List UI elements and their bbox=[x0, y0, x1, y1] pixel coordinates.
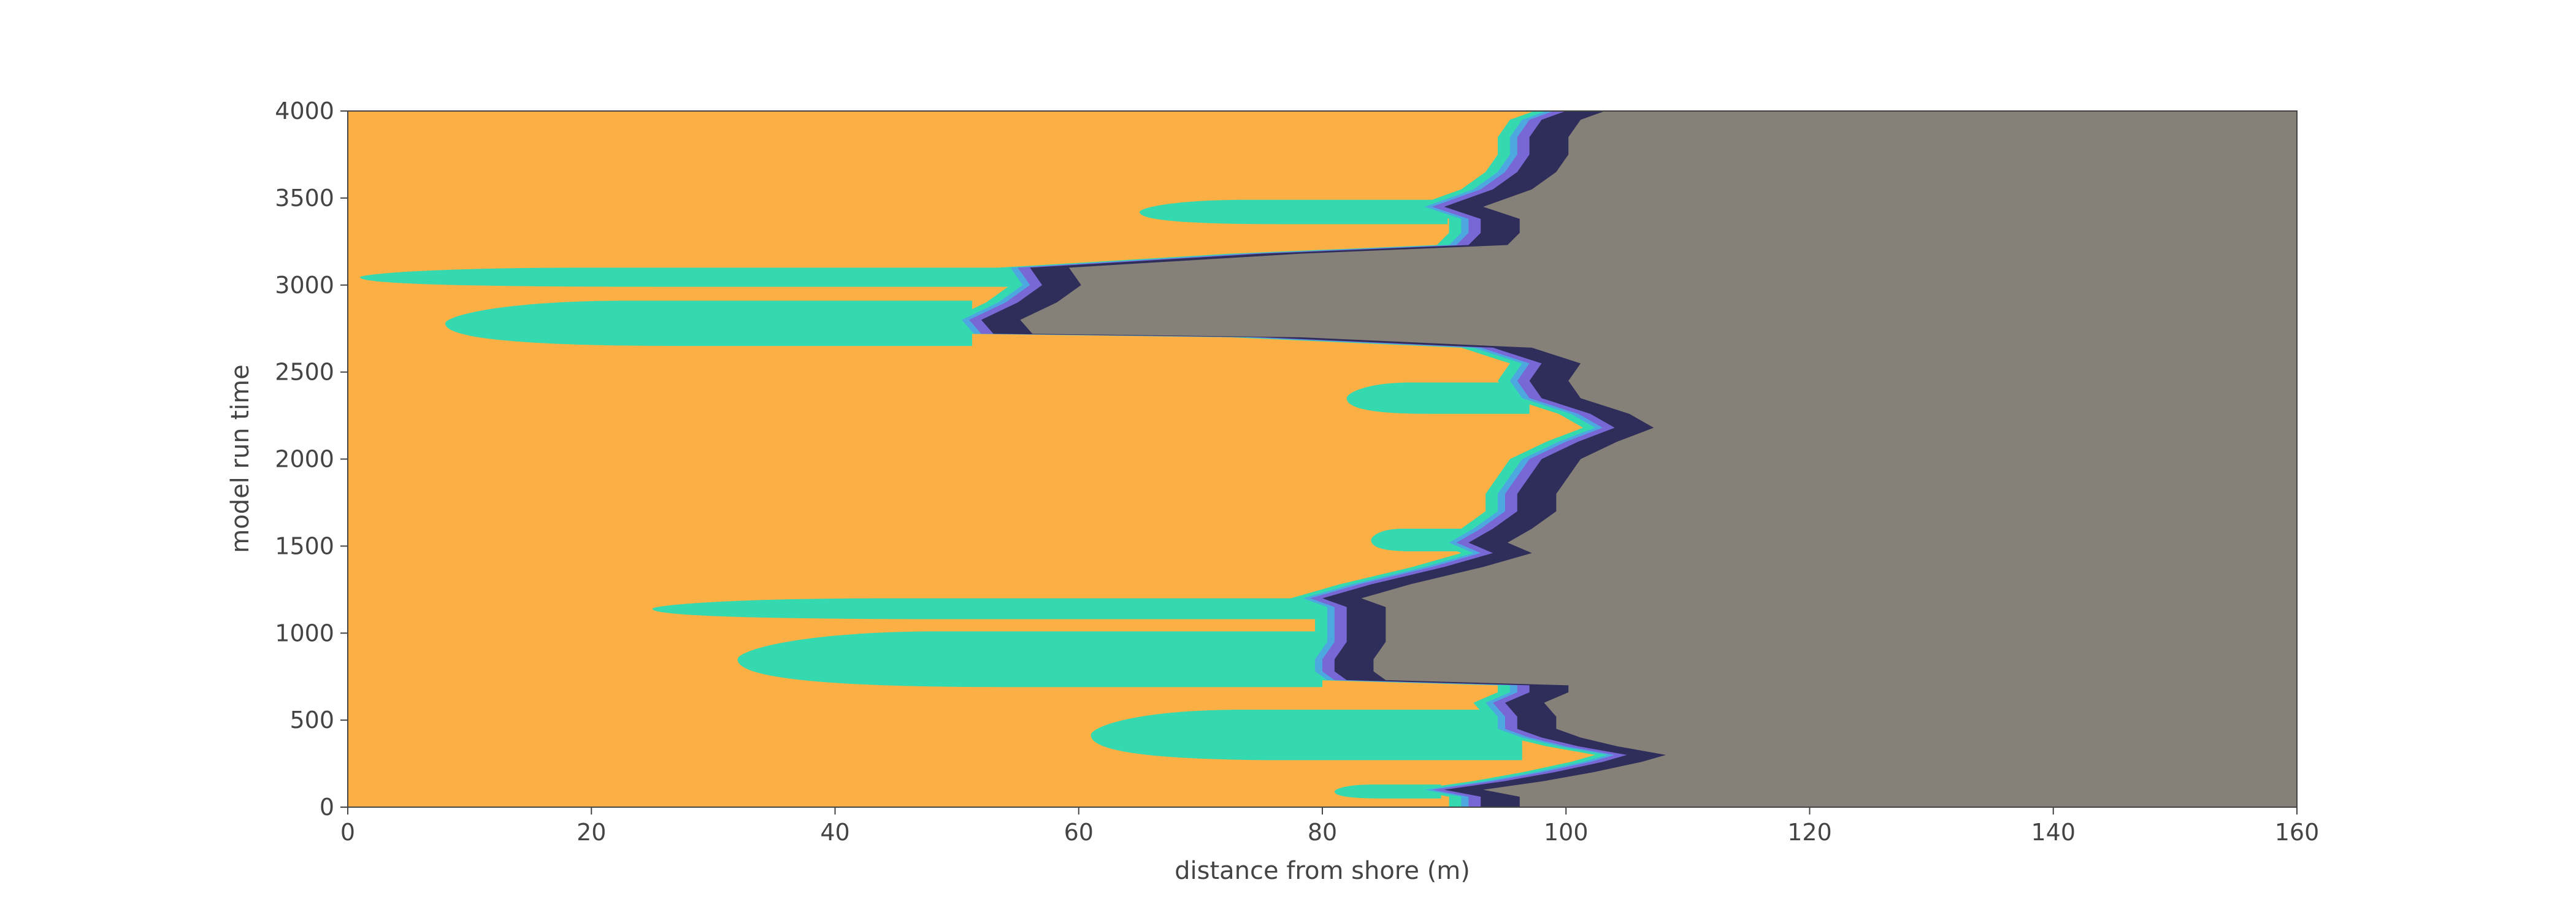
teal-tongue-5 bbox=[1371, 529, 1461, 551]
x-tick-label: 120 bbox=[1787, 819, 1832, 846]
x-axis: 0 20 40 60 80 100 120 140 160 bbox=[340, 807, 2319, 846]
y-tick-label: 2500 bbox=[275, 359, 334, 386]
teal-tongue-8 bbox=[359, 267, 1025, 287]
land-region bbox=[1020, 111, 2297, 807]
x-tick-label: 140 bbox=[2031, 819, 2076, 846]
y-tick-label: 3000 bbox=[275, 272, 334, 299]
teal-tongue-6 bbox=[1346, 382, 1530, 414]
x-tick-label: 160 bbox=[2275, 819, 2320, 846]
y-tick-label: 1500 bbox=[275, 532, 334, 559]
y-tick-label: 500 bbox=[289, 707, 334, 734]
x-tick-label: 100 bbox=[1544, 819, 1589, 846]
y-tick-label: 4000 bbox=[275, 98, 334, 125]
teal-tongue-7 bbox=[445, 301, 972, 347]
x-tick-label: 80 bbox=[1308, 819, 1337, 846]
teal-tongue-9 bbox=[1140, 199, 1448, 224]
plot-area bbox=[348, 111, 2297, 807]
teal-tongue-1 bbox=[1334, 784, 1441, 799]
x-axis-label: distance from shore (m) bbox=[1175, 857, 1470, 885]
y-tick-label: 2000 bbox=[275, 446, 334, 473]
x-tick-label: 20 bbox=[577, 819, 606, 846]
shoreline-bands bbox=[949, 111, 2297, 807]
x-tick-label: 60 bbox=[1064, 819, 1094, 846]
teal-tongue-4 bbox=[652, 598, 1335, 619]
y-axis: 0 500 1000 1500 2000 2500 3000 3500 4000 bbox=[275, 98, 348, 821]
x-tick-label: 0 bbox=[340, 819, 355, 846]
x-tick-label: 40 bbox=[820, 819, 849, 846]
y-tick-label: 3500 bbox=[275, 185, 334, 212]
y-axis-label: model run time bbox=[226, 364, 255, 553]
y-tick-label: 1000 bbox=[275, 619, 334, 646]
teal-tongues bbox=[359, 199, 1530, 799]
teal-tongue-2 bbox=[1091, 710, 1522, 761]
teal-tongue-3 bbox=[737, 631, 1322, 688]
y-tick-label: 0 bbox=[320, 794, 334, 821]
